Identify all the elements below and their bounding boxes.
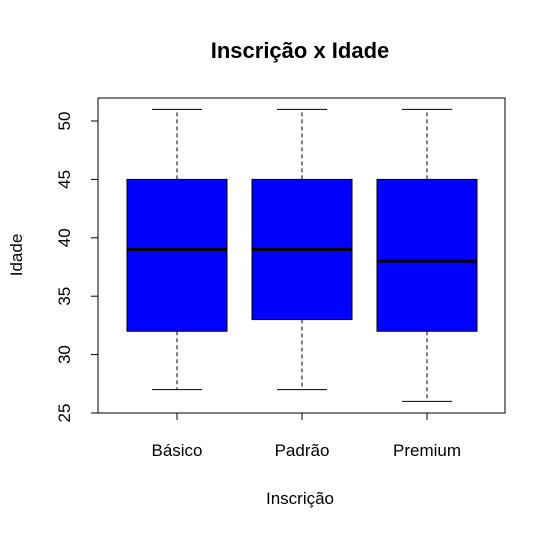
y-axis-label: Idade — [7, 234, 26, 277]
y-tick-label-50: 50 — [55, 112, 74, 131]
x-tick-label-1: Básico — [151, 441, 202, 460]
y-axis: 25 30 35 40 45 50 — [55, 112, 98, 423]
y-tick-label-40: 40 — [55, 228, 74, 247]
series-3-box — [377, 179, 477, 331]
series-1-box — [127, 179, 227, 331]
boxes-group — [127, 109, 477, 401]
x-axis-label: Inscrição — [266, 489, 334, 508]
y-tick-label-45: 45 — [55, 170, 74, 189]
chart-title: Inscrição x Idade — [211, 38, 390, 63]
x-axis: Básico Padrão Premium — [151, 413, 461, 460]
y-tick-label-35: 35 — [55, 287, 74, 306]
x-tick-label-2: Padrão — [275, 441, 330, 460]
y-tick-label-25: 25 — [55, 404, 74, 423]
y-tick-label-30: 30 — [55, 345, 74, 364]
x-tick-label-3: Premium — [393, 441, 461, 460]
